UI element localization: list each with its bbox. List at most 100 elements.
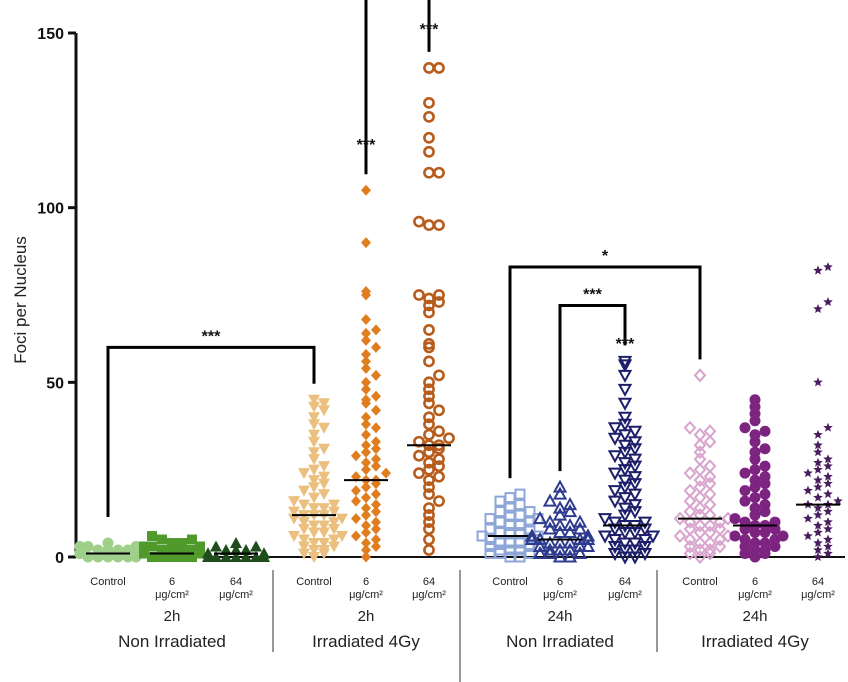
data-point [749, 429, 761, 441]
data-point [504, 492, 516, 504]
data-point [683, 494, 697, 509]
data-point [607, 422, 623, 436]
data-point [423, 418, 435, 431]
data-point [673, 511, 687, 526]
data-point [423, 523, 435, 535]
timepoint-label: 24h [742, 608, 767, 625]
data-point [74, 541, 86, 553]
data-point [82, 541, 94, 553]
data-point [328, 499, 340, 511]
data-point [361, 383, 371, 395]
data-point [627, 460, 643, 474]
data-point [433, 166, 445, 179]
data-point [250, 551, 262, 562]
data-point [637, 523, 653, 537]
data-point [328, 506, 340, 518]
data-point [308, 464, 320, 476]
data-point [749, 502, 761, 514]
data-point [361, 544, 371, 556]
data-point [759, 471, 771, 483]
data-point [423, 516, 435, 528]
data-point [813, 429, 823, 439]
significance-label: *** [616, 336, 635, 353]
data-point [693, 525, 707, 540]
y-tick-label: 100 [37, 201, 64, 218]
data-point [371, 453, 381, 465]
significance-bracket [364, 0, 431, 175]
data-point [298, 517, 310, 529]
data-point [423, 338, 435, 350]
data-point [230, 551, 242, 562]
data-point [580, 538, 596, 553]
data-point [250, 540, 262, 552]
data-point [823, 297, 833, 306]
data-point [443, 432, 455, 445]
data-point [813, 538, 823, 548]
data-point [318, 405, 330, 417]
data-point [532, 538, 548, 553]
data-point [542, 545, 558, 560]
data-point [703, 487, 717, 502]
data-point [572, 521, 588, 535]
data-point [413, 449, 425, 462]
data-point [572, 545, 588, 560]
data-point [371, 369, 381, 381]
data-point [813, 464, 823, 474]
data-point [813, 545, 823, 555]
data-point [328, 541, 340, 553]
data-point [572, 538, 588, 553]
data-point [187, 534, 197, 545]
data-point [351, 495, 361, 507]
data-point [258, 547, 270, 559]
data-point [532, 545, 548, 560]
category-label: Control [296, 576, 331, 588]
data-point [739, 534, 751, 546]
data-point [617, 527, 633, 541]
data-point [823, 541, 833, 551]
data-point [220, 551, 232, 562]
data-point [514, 499, 526, 511]
data-point [308, 401, 320, 413]
data-point [371, 534, 381, 546]
data-point [351, 485, 361, 497]
data-point [413, 289, 425, 301]
y-tick-label: 150 [37, 26, 64, 43]
data-point [713, 522, 727, 537]
data-point [813, 552, 823, 561]
data-point [803, 513, 813, 523]
data-point [494, 495, 506, 507]
data-point [371, 422, 381, 434]
data-point [371, 516, 381, 528]
data-point [749, 394, 761, 406]
data-point [607, 548, 623, 562]
data-point [552, 486, 568, 500]
data-point [749, 446, 761, 458]
data-point [759, 488, 771, 500]
data-point [177, 552, 187, 562]
category-label: 64 [423, 576, 435, 588]
data-point [607, 516, 623, 530]
data-point [542, 521, 558, 535]
data-point [597, 513, 613, 527]
data-point [371, 506, 381, 518]
data-point [318, 443, 330, 455]
data-point [195, 541, 205, 552]
data-point [542, 493, 558, 507]
data-point [759, 443, 771, 455]
data-point [823, 506, 833, 516]
data-point [739, 495, 751, 507]
data-point [318, 471, 330, 483]
data-point [371, 460, 381, 472]
data-point [617, 446, 633, 460]
data-point [703, 476, 717, 491]
data-point [703, 508, 717, 523]
data-point [230, 544, 242, 556]
data-point [423, 110, 435, 123]
data-point [627, 551, 643, 565]
data-point [423, 411, 435, 424]
data-point [147, 541, 157, 552]
data-point [308, 492, 320, 504]
data-point [298, 548, 310, 560]
category-label: Control [682, 576, 717, 588]
data-point [813, 265, 823, 275]
